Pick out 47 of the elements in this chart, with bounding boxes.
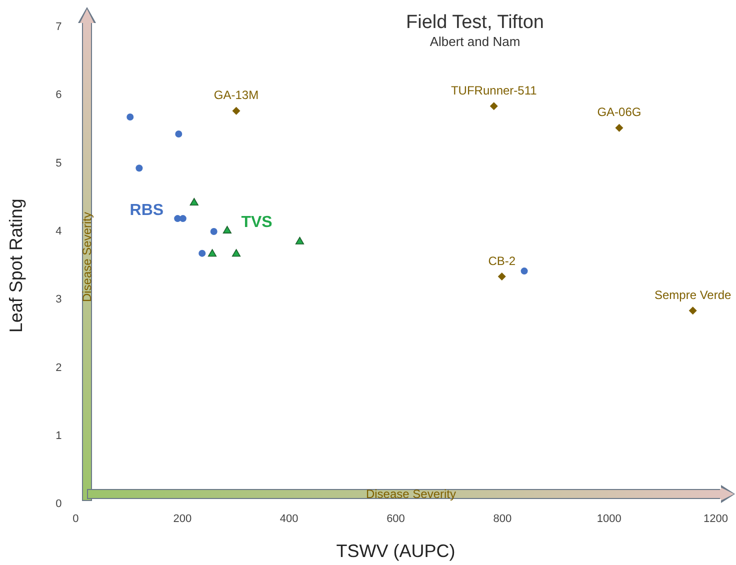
point: [208, 249, 217, 257]
point: [198, 250, 206, 257]
x-axis-title: TSWV (AUPC): [336, 541, 456, 562]
x-tick-label: 1200: [704, 512, 728, 525]
chart-title: Field Test, Tifton: [405, 12, 545, 34]
x-tick-label: 1000: [596, 512, 622, 525]
point: [615, 124, 624, 132]
x-tick-label: 200: [173, 512, 192, 525]
annotation: GA-13M: [214, 88, 259, 102]
y-tick-label: 3: [56, 294, 62, 306]
text: Albert and Nam: [428, 34, 522, 49]
annotation: CB-2: [488, 254, 516, 268]
annotation: Disease Severity: [366, 487, 456, 501]
y-tick-label: 5: [56, 157, 62, 170]
y-tick-label: 1: [56, 430, 62, 442]
annotation: Sempre Verde: [654, 288, 732, 302]
y-tick-label: 2: [56, 362, 62, 374]
x-tick-label: 0: [72, 512, 79, 525]
shaded-arrow: Disease Severity: [87, 485, 735, 503]
y-tick-label: 7: [56, 21, 62, 34]
shaded-arrow: Disease Severity: [78, 7, 96, 501]
point: [490, 102, 498, 110]
point: [295, 236, 304, 244]
point: [232, 249, 241, 257]
point: [136, 164, 143, 172]
point: [688, 306, 697, 315]
series-label: RBS: [130, 202, 164, 219]
annotation: GA-06G: [597, 105, 642, 120]
x-tick-label: 400: [280, 512, 298, 525]
point: [190, 198, 198, 206]
point: [232, 106, 240, 115]
point: [210, 228, 218, 236]
point: [498, 272, 506, 281]
point: [126, 113, 134, 120]
y-axis-title: Leaf Spot Rating: [6, 198, 26, 333]
point: [222, 226, 232, 234]
point: [179, 215, 186, 222]
point: [520, 268, 528, 275]
y-tick-label: 4: [56, 226, 62, 238]
series-label: TVS: [241, 214, 273, 232]
y-tick-label: 6: [56, 89, 62, 102]
y-tick-label: 0: [56, 498, 62, 510]
x-tick-label: 800: [493, 512, 512, 525]
annotation: TUFRunner-511: [450, 83, 538, 98]
x-tick-label: 600: [386, 512, 405, 525]
annotation: Disease Severity: [80, 212, 94, 302]
point: [175, 130, 182, 138]
